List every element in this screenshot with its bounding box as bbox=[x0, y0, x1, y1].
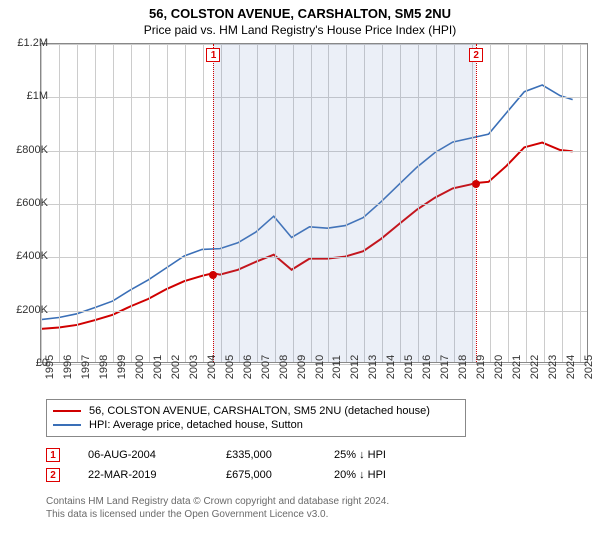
y-tick-label: £1M bbox=[27, 90, 48, 102]
gridline-v bbox=[562, 44, 563, 362]
x-tick-label: 2002 bbox=[170, 355, 182, 379]
sale-row: 2 22-MAR-2019 £675,000 20% ↓ HPI bbox=[46, 465, 600, 485]
y-tick-label: £800K bbox=[16, 144, 48, 156]
gridline-v bbox=[185, 44, 186, 362]
sale-marker bbox=[209, 271, 217, 279]
sale-date: 06-AUG-2004 bbox=[88, 449, 198, 461]
x-tick-label: 2011 bbox=[331, 355, 343, 379]
reference-flag: 2 bbox=[469, 48, 483, 62]
x-tick-label: 1995 bbox=[44, 355, 56, 379]
footer-line2: This data is licensed under the Open Gov… bbox=[46, 508, 600, 521]
y-tick-label: £1.2M bbox=[17, 37, 48, 49]
gridline-v bbox=[131, 44, 132, 362]
x-tick-label: 2021 bbox=[511, 355, 523, 379]
x-tick-label: 2024 bbox=[565, 355, 577, 379]
x-tick-label: 1997 bbox=[80, 355, 92, 379]
footer-line1: Contains HM Land Registry data © Crown c… bbox=[46, 495, 600, 508]
x-tick-label: 1999 bbox=[116, 355, 128, 379]
gridline-v bbox=[59, 44, 60, 362]
gridline-v bbox=[149, 44, 150, 362]
gridline-v bbox=[526, 44, 527, 362]
reference-line bbox=[476, 44, 477, 362]
x-tick-label: 2010 bbox=[314, 355, 326, 379]
x-tick-label: 2014 bbox=[385, 355, 397, 379]
chart-subtitle: Price paid vs. HM Land Registry's House … bbox=[0, 21, 600, 43]
x-tick-label: 2018 bbox=[457, 355, 469, 379]
x-tick-label: 2009 bbox=[296, 355, 308, 379]
x-tick-label: 2008 bbox=[278, 355, 290, 379]
reference-line bbox=[213, 44, 214, 362]
legend-label: 56, COLSTON AVENUE, CARSHALTON, SM5 2NU … bbox=[89, 405, 430, 417]
gridline-v bbox=[167, 44, 168, 362]
sale-marker bbox=[472, 180, 480, 188]
x-tick-label: 2020 bbox=[493, 355, 505, 379]
x-tick-label: 2001 bbox=[152, 355, 164, 379]
chart-title: 56, COLSTON AVENUE, CARSHALTON, SM5 2NU bbox=[0, 0, 600, 21]
x-tick-label: 2006 bbox=[242, 355, 254, 379]
x-tick-label: 2005 bbox=[224, 355, 236, 379]
gridline-v bbox=[508, 44, 509, 362]
gridline-v bbox=[544, 44, 545, 362]
gridline-v bbox=[77, 44, 78, 362]
legend-box: 56, COLSTON AVENUE, CARSHALTON, SM5 2NU … bbox=[46, 399, 466, 437]
y-tick-label: £200K bbox=[16, 304, 48, 316]
sale-flag: 2 bbox=[46, 468, 60, 482]
legend-swatch bbox=[53, 424, 81, 426]
legend-swatch bbox=[53, 410, 81, 412]
sale-hpi-diff: 20% ↓ HPI bbox=[334, 469, 454, 481]
y-tick-label: £600K bbox=[16, 197, 48, 209]
legend-label: HPI: Average price, detached house, Sutt… bbox=[89, 419, 303, 431]
footer-attribution: Contains HM Land Registry data © Crown c… bbox=[46, 495, 600, 521]
sale-flag: 1 bbox=[46, 448, 60, 462]
shaded-region bbox=[213, 44, 476, 362]
x-tick-label: 1996 bbox=[62, 355, 74, 379]
sales-table: 1 06-AUG-2004 £335,000 25% ↓ HPI 2 22-MAR-201… bbox=[46, 445, 600, 485]
x-tick-label: 2013 bbox=[367, 355, 379, 379]
x-tick-label: 2022 bbox=[529, 355, 541, 379]
x-tick-label: 2023 bbox=[547, 355, 559, 379]
gridline-v bbox=[490, 44, 491, 362]
sale-row: 1 06-AUG-2004 £335,000 25% ↓ HPI bbox=[46, 445, 600, 465]
sale-hpi-diff: 25% ↓ HPI bbox=[334, 449, 454, 461]
x-tick-label: 2007 bbox=[260, 355, 272, 379]
sale-price: £675,000 bbox=[226, 469, 306, 481]
gridline-v bbox=[203, 44, 204, 362]
legend-item: HPI: Average price, detached house, Sutt… bbox=[53, 418, 459, 432]
x-tick-label: 2004 bbox=[206, 355, 218, 379]
x-tick-label: 2015 bbox=[403, 355, 415, 379]
x-tick-label: 2000 bbox=[134, 355, 146, 379]
gridline-v bbox=[95, 44, 96, 362]
plot-region: 12 bbox=[40, 43, 588, 363]
x-tick-label: 2019 bbox=[475, 355, 487, 379]
y-tick-label: £400K bbox=[16, 250, 48, 262]
x-tick-label: 2012 bbox=[349, 355, 361, 379]
gridline-v bbox=[113, 44, 114, 362]
x-tick-label: 1998 bbox=[98, 355, 110, 379]
sale-price: £335,000 bbox=[226, 449, 306, 461]
x-tick-label: 2017 bbox=[439, 355, 451, 379]
x-tick-label: 2016 bbox=[421, 355, 433, 379]
x-tick-label: 2003 bbox=[188, 355, 200, 379]
chart-area: 12 £0£200K£400K£600K£800K£1M£1.2M1995199… bbox=[40, 43, 600, 393]
x-tick-label: 2025 bbox=[583, 355, 595, 379]
sale-date: 22-MAR-2019 bbox=[88, 469, 198, 481]
gridline-v bbox=[580, 44, 581, 362]
reference-flag: 1 bbox=[206, 48, 220, 62]
legend-item: 56, COLSTON AVENUE, CARSHALTON, SM5 2NU … bbox=[53, 404, 459, 418]
